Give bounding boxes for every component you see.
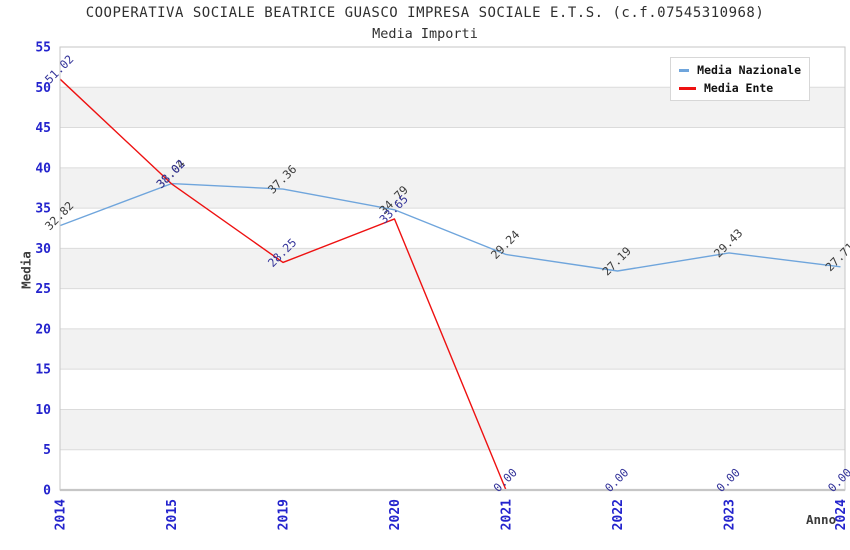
svg-text:2023: 2023: [723, 499, 738, 530]
y-tick-labels: 0 5 10 15 20 25 30 35 40 45 50 55: [35, 41, 51, 499]
x-tick-labels: 2014 2015 2019 2020 2021 2022 2023 2024: [54, 499, 850, 530]
gridlines: [60, 86, 845, 451]
svg-text:2021: 2021: [500, 499, 515, 530]
legend-item-media-ente: Media Ente: [679, 81, 801, 95]
legend-label-media-ente: Media Ente: [704, 81, 774, 95]
legend-swatch-media-ente: [679, 86, 696, 90]
x-axis-title: Anno: [806, 512, 837, 527]
chart-title: COOPERATIVA SOCIALE BEATRICE GUASCO IMPR…: [85, 5, 765, 21]
svg-text:2020: 2020: [388, 499, 403, 530]
svg-text:10: 10: [35, 403, 51, 418]
svg-text:2022: 2022: [611, 499, 626, 530]
legend-swatch-media-nazionale: [679, 68, 690, 72]
plot-bands: [60, 87, 845, 450]
svg-text:5: 5: [43, 443, 51, 458]
chart-subtitle: Media Importi: [372, 26, 478, 42]
svg-text:25: 25: [35, 282, 51, 297]
series-line-media-nazionale: [59, 182, 841, 272]
svg-text:2019: 2019: [277, 499, 292, 530]
svg-text:20: 20: [35, 322, 51, 337]
svg-text:2015: 2015: [165, 499, 180, 530]
svg-text:0: 0: [43, 484, 51, 499]
svg-text:35: 35: [35, 202, 51, 217]
svg-text:55: 55: [35, 41, 51, 56]
svg-text:45: 45: [35, 121, 51, 136]
svg-text:2014: 2014: [54, 499, 69, 530]
svg-text:2024: 2024: [834, 499, 849, 530]
legend-item-media-nazionale: Media Nazionale: [679, 63, 801, 77]
svg-text:40: 40: [35, 161, 51, 176]
legend: Media Nazionale Media Ente: [670, 57, 810, 101]
svg-text:15: 15: [35, 363, 51, 378]
legend-label-media-nazionale: Media Nazionale: [697, 63, 801, 77]
y-axis-title: Media: [18, 251, 34, 289]
plot-border: [59, 46, 846, 492]
svg-text:50: 50: [35, 81, 51, 96]
svg-text:30: 30: [35, 242, 51, 257]
